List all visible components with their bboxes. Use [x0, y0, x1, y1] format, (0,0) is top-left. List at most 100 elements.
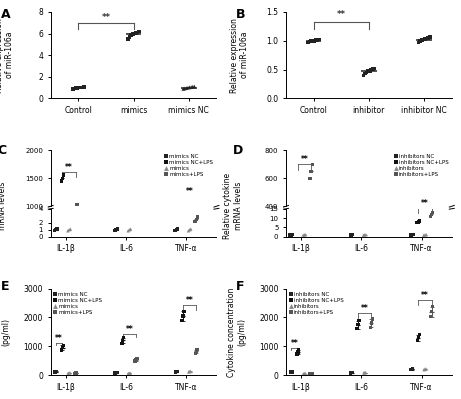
Point	[65, 227, 73, 233]
Point	[179, 313, 187, 319]
Point	[127, 370, 134, 376]
Point	[420, 232, 427, 238]
Point	[180, 308, 188, 314]
Point	[362, 259, 370, 265]
Point	[315, 36, 323, 43]
Text: **: **	[301, 155, 308, 164]
Point	[187, 368, 194, 375]
Y-axis label: Relative expression
of miR-106a: Relative expression of miR-106a	[230, 18, 249, 93]
Point	[367, 324, 374, 330]
Point	[428, 211, 435, 217]
Point	[184, 85, 192, 91]
Point	[293, 244, 300, 250]
Point	[51, 369, 59, 375]
Text: A: A	[1, 8, 11, 21]
Point	[295, 347, 302, 354]
Point	[407, 367, 414, 373]
Point	[414, 219, 422, 225]
Point	[181, 200, 188, 206]
Y-axis label: Relative cytokine
mRNA levels: Relative cytokine mRNA levels	[223, 173, 242, 239]
Point	[127, 226, 134, 232]
Point	[179, 202, 187, 208]
Point	[304, 40, 312, 46]
Y-axis label: Relative expression
of miR-106a: Relative expression of miR-106a	[0, 18, 14, 93]
Text: B: B	[236, 8, 246, 21]
Point	[349, 369, 356, 376]
Point	[60, 172, 67, 178]
Text: **: **	[421, 291, 429, 300]
Point	[429, 209, 437, 216]
Text: **: **	[186, 187, 194, 196]
Point	[126, 34, 133, 40]
Point	[369, 239, 376, 246]
Point	[131, 358, 139, 364]
Text: F: F	[236, 280, 245, 293]
Point	[52, 368, 59, 375]
Point	[428, 308, 435, 315]
Point	[414, 219, 421, 226]
Point	[186, 84, 193, 91]
Point	[119, 337, 126, 344]
Text: **: **	[337, 10, 346, 20]
Point	[369, 66, 377, 72]
Point	[72, 370, 79, 376]
Point	[113, 369, 121, 376]
Point	[289, 231, 296, 238]
Point	[301, 232, 308, 238]
Legend: inhibitors NC, inhibitors NC+LPS, inhibitors, inhibitors+LPS: inhibitors NC, inhibitors NC+LPS, inhibi…	[289, 291, 344, 316]
Point	[355, 66, 362, 72]
Point	[423, 35, 430, 41]
Y-axis label: Cytokine concentration
(pg/ml): Cytokine concentration (pg/ml)	[227, 287, 246, 377]
Point	[132, 357, 140, 363]
Point	[348, 259, 355, 265]
Text: E: E	[1, 280, 10, 293]
Point	[355, 51, 363, 57]
Point	[361, 232, 368, 238]
Text: **: **	[65, 162, 73, 172]
Text: **: **	[361, 304, 369, 314]
Point	[367, 241, 375, 247]
Point	[409, 231, 417, 238]
Point	[124, 259, 132, 265]
Point	[301, 370, 308, 377]
Point	[180, 86, 187, 92]
Point	[69, 86, 77, 92]
Point	[408, 366, 415, 373]
Text: **: **	[186, 296, 194, 305]
Point	[71, 85, 78, 92]
Point	[414, 334, 422, 341]
Point	[187, 226, 195, 232]
Point	[191, 259, 199, 265]
Point	[53, 259, 61, 265]
Point	[293, 351, 301, 357]
Point	[194, 214, 201, 220]
Point	[348, 369, 355, 376]
Point	[191, 83, 198, 90]
Point	[113, 259, 121, 265]
Point	[127, 259, 134, 265]
Point	[120, 334, 127, 341]
Point	[66, 370, 74, 376]
Point	[421, 366, 429, 373]
Point	[51, 227, 58, 234]
Point	[64, 227, 71, 234]
Legend: mimics NC, mimics NC+LPS, mimics, mimics+LPS: mimics NC, mimics NC+LPS, mimics, mimics…	[164, 153, 213, 178]
Point	[72, 85, 80, 91]
Point	[124, 36, 132, 42]
Point	[286, 232, 294, 238]
Point	[348, 232, 355, 238]
Point	[429, 257, 437, 264]
Point	[416, 258, 423, 264]
Point	[427, 257, 434, 264]
Point	[414, 338, 421, 344]
Point	[111, 227, 118, 234]
Point	[58, 347, 65, 353]
Point	[306, 38, 313, 45]
Point	[66, 226, 74, 232]
Point	[173, 227, 180, 233]
Point	[53, 368, 60, 375]
Point	[78, 84, 86, 91]
Point	[193, 259, 200, 265]
Point	[420, 36, 427, 43]
Point	[313, 37, 320, 43]
